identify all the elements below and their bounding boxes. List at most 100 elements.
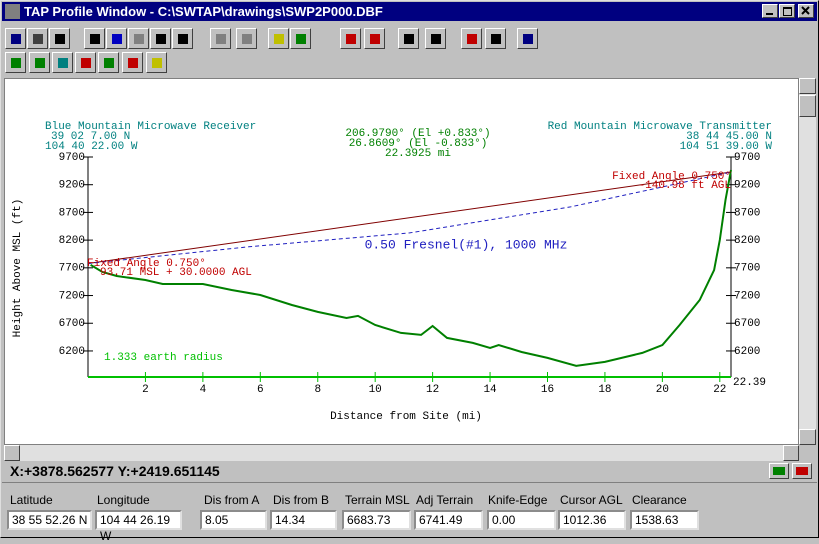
x-tick-label: 8: [314, 384, 321, 396]
y-tick-label: 9200: [59, 180, 85, 192]
series-line: [87, 171, 732, 264]
toolbar-button[interactable]: [340, 28, 361, 49]
path-info: 22.3925 mi: [385, 148, 451, 160]
x-tick-label: 6: [257, 384, 264, 396]
separator: [2, 482, 817, 483]
scroll-thumb[interactable]: [799, 95, 816, 117]
x-tick-label: 16: [541, 384, 554, 396]
status-button[interactable]: [792, 463, 812, 479]
site-b-name: Red Mountain Microwave Transmitter: [548, 121, 772, 133]
toolbar-button[interactable]: [84, 28, 105, 49]
toolbar-button[interactable]: [290, 28, 311, 49]
field-label: Longitude: [97, 493, 150, 507]
x-tick-label: 22: [713, 384, 726, 396]
y2-tick-label: 8700: [734, 207, 760, 219]
end-distance: 22.39: [733, 377, 766, 389]
x-tick-label: 20: [656, 384, 669, 396]
title-bar: TAP Profile Window - C:\SWTAP\drawings\S…: [2, 2, 817, 21]
y2-tick-label: 9200: [734, 180, 760, 192]
field-label: Terrain MSL: [345, 493, 410, 507]
fresnel-label: 0.50 Fresnel(#1), 1000 MHz: [365, 237, 568, 252]
toolbar-button[interactable]: [210, 28, 231, 49]
y-tick-label: 8700: [59, 207, 85, 219]
toolbar-button[interactable]: [485, 28, 506, 49]
site-b-latitude: 38 44 45.00 N: [686, 131, 772, 143]
chart-area: [4, 78, 799, 445]
y2-tick-label: 9700: [734, 152, 760, 164]
toolbar-button[interactable]: [172, 28, 193, 49]
field-value: 6683.73: [342, 510, 411, 530]
field-label: Clearance: [632, 493, 687, 507]
series-line: [87, 171, 732, 264]
toolbar-button[interactable]: [150, 28, 171, 49]
toolbar-button[interactable]: [364, 28, 385, 49]
annotation: Fixed Angle 0.750°: [612, 171, 731, 183]
y2-tick-label: 6200: [734, 346, 760, 358]
cursor-coordinates: X:+3878.562577 Y:+2419.651145: [10, 463, 220, 479]
y2-tick-label: 8200: [734, 235, 760, 247]
toolbar-button[interactable]: [128, 28, 149, 49]
toolbar-button[interactable]: [122, 52, 143, 73]
field-value: 38 55 52.26 N: [7, 510, 92, 530]
toolbar-button[interactable]: [146, 52, 167, 73]
toolbar-button[interactable]: [461, 28, 482, 49]
annotation: 93.71 MSL + 30.0000 AGL: [100, 267, 252, 279]
series-line: [90, 169, 732, 367]
field-label: Knife-Edge: [488, 493, 548, 507]
x-axis-label: Distance from Site (mi): [330, 411, 482, 423]
field-value: 1538.63: [630, 510, 699, 530]
y2-tick-label: 7700: [734, 263, 760, 275]
field-value: 104 44 26.19 W: [95, 510, 182, 543]
annotation: Fixed Angle 0.750°: [87, 258, 206, 270]
path-info: 206.9790° (El +0.833°): [345, 128, 490, 140]
field-value: 6741.49: [414, 510, 483, 530]
toolbar-button[interactable]: [75, 52, 96, 73]
path-info: 26.8609° (El -0.833°): [349, 138, 488, 150]
toolbar-button[interactable]: [236, 28, 257, 49]
field-label: Adj Terrain: [416, 493, 474, 507]
toolbar-button[interactable]: [398, 28, 419, 49]
field-value: 8.05: [200, 510, 267, 530]
y-tick-label: 6200: [59, 346, 85, 358]
status-button[interactable]: [769, 463, 789, 479]
site-a-longitude: 104 40 22.00 W: [45, 141, 138, 153]
toolbar-button[interactable]: [5, 28, 26, 49]
scroll-down[interactable]: [799, 429, 816, 445]
toolbar-button[interactable]: [5, 52, 26, 73]
field-value: 14.34: [270, 510, 337, 530]
toolbar-button[interactable]: [425, 28, 446, 49]
earth-radius-label: 1.333 earth radius: [104, 352, 223, 364]
y-axis-label: Height Above MSL (ft): [12, 199, 24, 338]
x-tick-label: 10: [369, 384, 382, 396]
toolbar-button[interactable]: [268, 28, 289, 49]
x-tick-label: 2: [142, 384, 149, 396]
app-icon: [5, 4, 20, 19]
close-button[interactable]: [798, 4, 814, 18]
toolbar-button[interactable]: [98, 52, 119, 73]
y-tick-label: 7700: [59, 263, 85, 275]
minimize-button[interactable]: [762, 4, 778, 18]
y-tick-label: 7200: [59, 290, 85, 302]
field-label: Latitude: [10, 493, 53, 507]
toolbar-button[interactable]: [517, 28, 538, 49]
y2-tick-label: 6700: [734, 318, 760, 330]
y2-tick-label: 7200: [734, 290, 760, 302]
horizontal-scrollbar[interactable]: [4, 445, 799, 461]
window-title: TAP Profile Window - C:\SWTAP\drawings\S…: [24, 4, 383, 19]
toolbar-button[interactable]: [27, 28, 48, 49]
toolbar-button[interactable]: [52, 52, 73, 73]
annotation: -140.98 ft AGL: [639, 180, 731, 192]
y-tick-label: 8200: [59, 235, 85, 247]
maximize-button[interactable]: [779, 4, 795, 18]
field-value: 0.00: [487, 510, 556, 530]
toolbar-button[interactable]: [106, 28, 127, 49]
vertical-scrollbar[interactable]: [799, 78, 816, 445]
scroll-left[interactable]: [4, 445, 20, 461]
field-label: Cursor AGL: [560, 493, 623, 507]
scroll-up[interactable]: [799, 78, 816, 94]
scroll-right[interactable]: [783, 445, 799, 461]
site-a-name: Blue Mountain Microwave Receiver: [45, 121, 256, 133]
toolbar-button[interactable]: [49, 28, 70, 49]
x-tick-label: 14: [483, 384, 497, 396]
toolbar-button[interactable]: [29, 52, 50, 73]
